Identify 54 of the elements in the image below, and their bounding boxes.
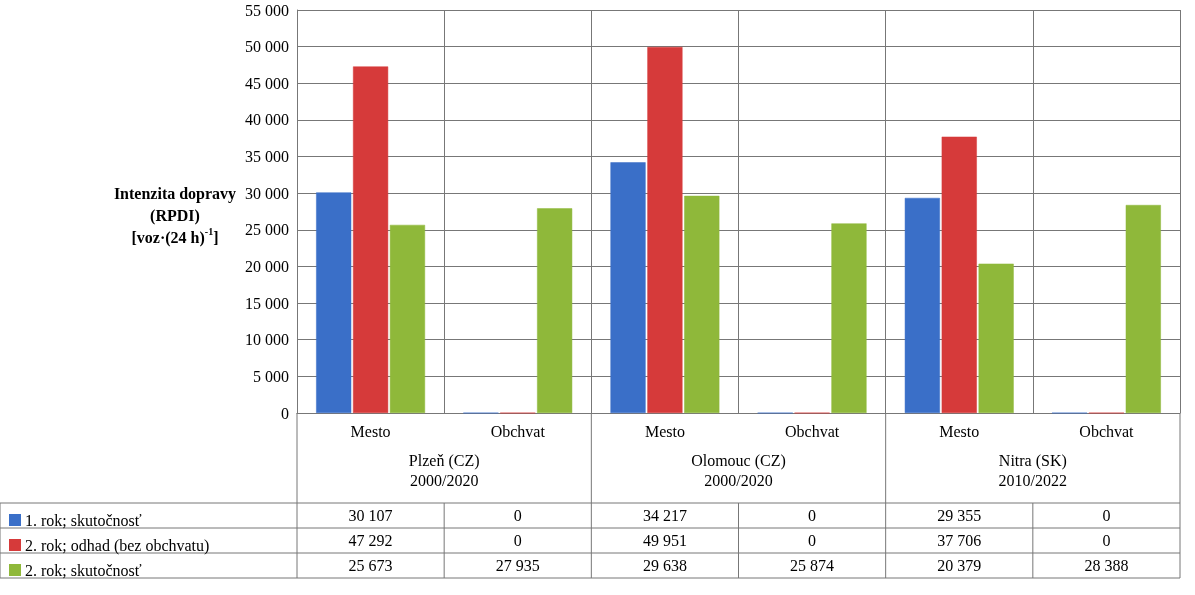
data-label: 29 638	[642, 557, 687, 574]
bar	[316, 192, 352, 413]
x-tick-label: Mesto	[644, 422, 685, 440]
bar	[904, 197, 940, 413]
bar	[978, 263, 1014, 413]
data-label: 0	[513, 532, 522, 549]
data-label: 37 706	[937, 532, 982, 549]
y-tick-label: 45 000	[245, 74, 289, 92]
text: Nitra (SK) 2010/2022	[998, 451, 1068, 489]
bar	[647, 47, 683, 413]
y-tick-label: 10 000	[245, 331, 289, 349]
y-tick-label: 15 000	[245, 294, 289, 312]
bar	[353, 66, 389, 413]
bar	[684, 195, 720, 413]
data-label: 25 874	[790, 557, 835, 574]
data-label: 30 107	[348, 507, 393, 524]
legend-label: 2. rok; skutočnosť	[25, 561, 142, 579]
data-label: 0	[808, 532, 817, 549]
y-tick-label: 5 000	[253, 367, 289, 385]
data-label: 29 355	[937, 507, 982, 524]
data-label: 49 951	[642, 532, 687, 549]
x-tick-label: Obchvat	[784, 422, 840, 440]
bar	[1125, 204, 1161, 413]
y-tick-label: 30 000	[245, 184, 289, 202]
x-tick-label: Mesto	[350, 422, 391, 440]
y-tick-label: 50 000	[245, 38, 289, 56]
data-label: 47 292	[348, 532, 393, 549]
y-tick-label: 25 000	[245, 221, 289, 239]
data-label: 34 217	[642, 507, 687, 524]
text: Olomouc (CZ) 2000/2020	[691, 451, 786, 489]
y-tick-label: 0	[281, 404, 289, 422]
data-label: 28 388	[1084, 557, 1129, 574]
y-tick-label: 55 000	[245, 1, 289, 19]
x-tick-label: Obchvat	[1079, 422, 1135, 440]
bar	[610, 162, 646, 413]
data-label: 0	[1102, 507, 1111, 524]
data-label: 0	[1102, 532, 1111, 549]
data-label: 27 935	[495, 557, 540, 574]
bar	[389, 224, 426, 413]
data-label: 0	[513, 507, 522, 524]
legend-label: 2. rok; odhad (bez obchvatu)	[25, 536, 210, 555]
data-label: 0	[808, 507, 817, 524]
x-tick-label: Mesto	[939, 422, 980, 440]
y-tick-label: 35 000	[245, 148, 289, 166]
legend-label: 1. rok; skutočnosť	[25, 511, 142, 529]
bar	[831, 223, 867, 413]
y-tick-label: 20 000	[245, 257, 289, 275]
y-tick-label: 40 000	[245, 111, 289, 129]
text: Plzeň (CZ) 2000/2020	[408, 451, 480, 489]
data-label: 25 673	[348, 557, 393, 574]
data-label: 20 379	[937, 557, 982, 574]
x-tick-label: Obchvat	[490, 422, 546, 440]
bar	[941, 136, 977, 413]
bar	[537, 208, 573, 413]
